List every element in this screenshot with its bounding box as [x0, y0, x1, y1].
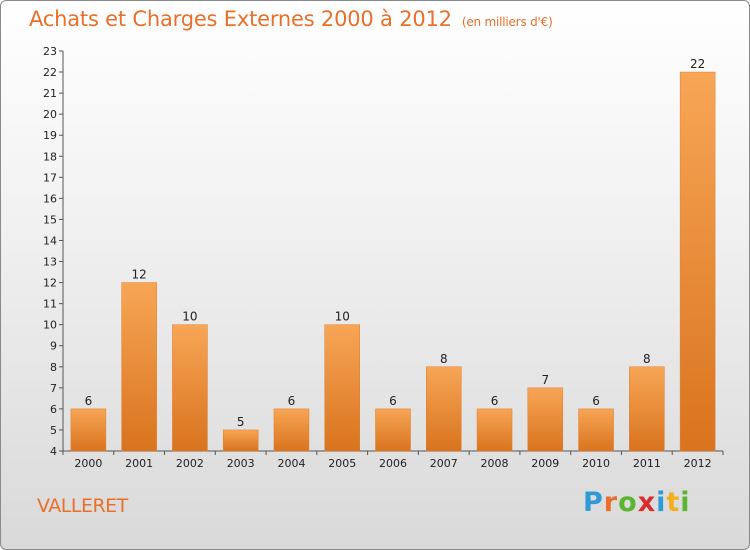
y-tick-label: 19 [43, 129, 57, 142]
bar-2004 [273, 408, 310, 452]
y-tick-label: 23 [43, 45, 57, 58]
x-tick-label-2002: 2002 [176, 457, 204, 470]
bar-2006 [375, 408, 411, 452]
bar-2005 [324, 324, 360, 452]
y-tick-label: 18 [43, 150, 57, 163]
y-tick-label: 7 [50, 382, 57, 395]
x-tick-label-2010: 2010 [582, 457, 610, 470]
logo-letter: r [603, 487, 619, 518]
x-tick-label-2004: 2004 [277, 457, 305, 470]
data-label-2000: 6 [85, 394, 93, 408]
x-tick-label-2007: 2007 [430, 457, 458, 470]
data-label-2012: 22 [690, 57, 705, 71]
chart-unit: (en milliers d'€) [461, 15, 553, 29]
x-tick-label-2011: 2011 [633, 457, 661, 470]
data-label-2003: 5 [237, 415, 245, 429]
bars [70, 71, 716, 452]
data-label-2001: 12 [132, 268, 147, 282]
y-tick-label: 15 [43, 213, 57, 226]
title-text: Achats et Charges Externes 2000 à 2012 [29, 7, 452, 31]
y-tick-label: 9 [50, 340, 57, 353]
logo-letter: x [637, 487, 657, 518]
logo-letter: t [666, 487, 681, 518]
x-tick-label-2003: 2003 [227, 457, 255, 470]
bar-2002 [172, 324, 208, 452]
x-tick-label-2005: 2005 [328, 457, 356, 470]
bar-2009 [527, 387, 564, 452]
data-label-2008: 6 [491, 394, 499, 408]
labels: 6 2000 12 2001 10 2002 5 2003 6 2004 10 2005 6 2006 8 2… [74, 57, 711, 470]
chart-title: Achats et Charges Externes 2000 à 2012 (e… [29, 7, 553, 31]
y-tick-label: 5 [50, 424, 57, 437]
logo-letter: o [618, 487, 638, 518]
proxiti-logo: Proxiti [583, 487, 691, 518]
logo-letter: i [680, 487, 691, 518]
commune-name: VALLERET [37, 495, 128, 517]
bar-2011 [629, 366, 665, 452]
bar-2000 [70, 408, 107, 452]
y-tick-label: 16 [43, 192, 57, 205]
data-label-2004: 6 [288, 394, 296, 408]
x-tick-label-2009: 2009 [531, 457, 559, 470]
data-label-2009: 7 [541, 373, 549, 387]
bar-2012 [679, 71, 716, 452]
data-label-2010: 6 [592, 394, 600, 408]
data-label-2011: 8 [643, 352, 651, 366]
y-tick-label: 22 [43, 66, 57, 79]
bar-2001 [121, 282, 157, 452]
data-label-2007: 8 [440, 352, 448, 366]
bar-2010 [578, 408, 614, 452]
y-tick-label: 6 [50, 403, 57, 416]
y-tick-label: 8 [50, 361, 57, 374]
x-tick-label-2006: 2006 [379, 457, 407, 470]
y-tick-label: 17 [43, 171, 57, 184]
y-tick-label: 12 [43, 277, 57, 290]
data-label-2002: 10 [182, 310, 197, 324]
data-label-2005: 10 [335, 310, 350, 324]
y-tick-label: 10 [43, 319, 57, 332]
y-tick-label: 14 [43, 234, 57, 247]
y-tick-label: 4 [50, 445, 57, 458]
x-tick-label-2000: 2000 [74, 457, 102, 470]
x-tick-label-2001: 2001 [125, 457, 153, 470]
y-tick-label: 13 [43, 256, 57, 269]
x-tick-label-2008: 2008 [481, 457, 509, 470]
bar-2008 [476, 408, 513, 452]
data-label-2006: 6 [389, 394, 397, 408]
logo-letter: P [583, 487, 604, 518]
x-tick-label-2012: 2012 [684, 457, 712, 470]
y-tick-label: 11 [43, 298, 57, 311]
bar-2003 [222, 429, 259, 452]
y-tick-label: 21 [43, 87, 57, 100]
y-tick-label: 20 [43, 108, 57, 121]
bar-2007 [426, 366, 462, 452]
logo-letter: i [656, 487, 667, 518]
